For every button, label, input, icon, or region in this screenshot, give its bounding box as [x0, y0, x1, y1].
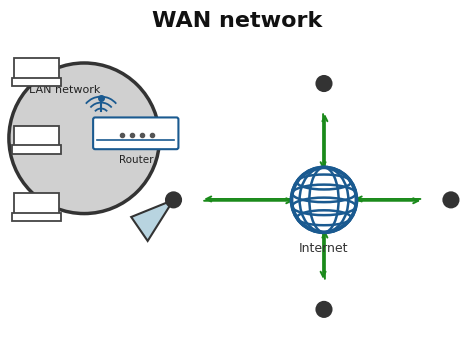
FancyBboxPatch shape [12, 146, 61, 154]
Polygon shape [131, 200, 173, 241]
Text: Internet: Internet [299, 242, 349, 255]
FancyBboxPatch shape [12, 78, 61, 87]
Circle shape [292, 167, 356, 233]
FancyBboxPatch shape [14, 126, 59, 147]
FancyBboxPatch shape [14, 193, 59, 214]
Circle shape [165, 191, 182, 208]
Circle shape [9, 63, 159, 214]
FancyBboxPatch shape [93, 117, 178, 149]
Text: Router: Router [118, 155, 153, 165]
FancyBboxPatch shape [14, 58, 59, 79]
Text: LAN network: LAN network [28, 85, 100, 95]
Circle shape [315, 75, 333, 92]
Circle shape [442, 191, 459, 208]
FancyBboxPatch shape [12, 213, 61, 221]
Circle shape [315, 301, 333, 318]
Text: WAN network: WAN network [152, 11, 322, 31]
